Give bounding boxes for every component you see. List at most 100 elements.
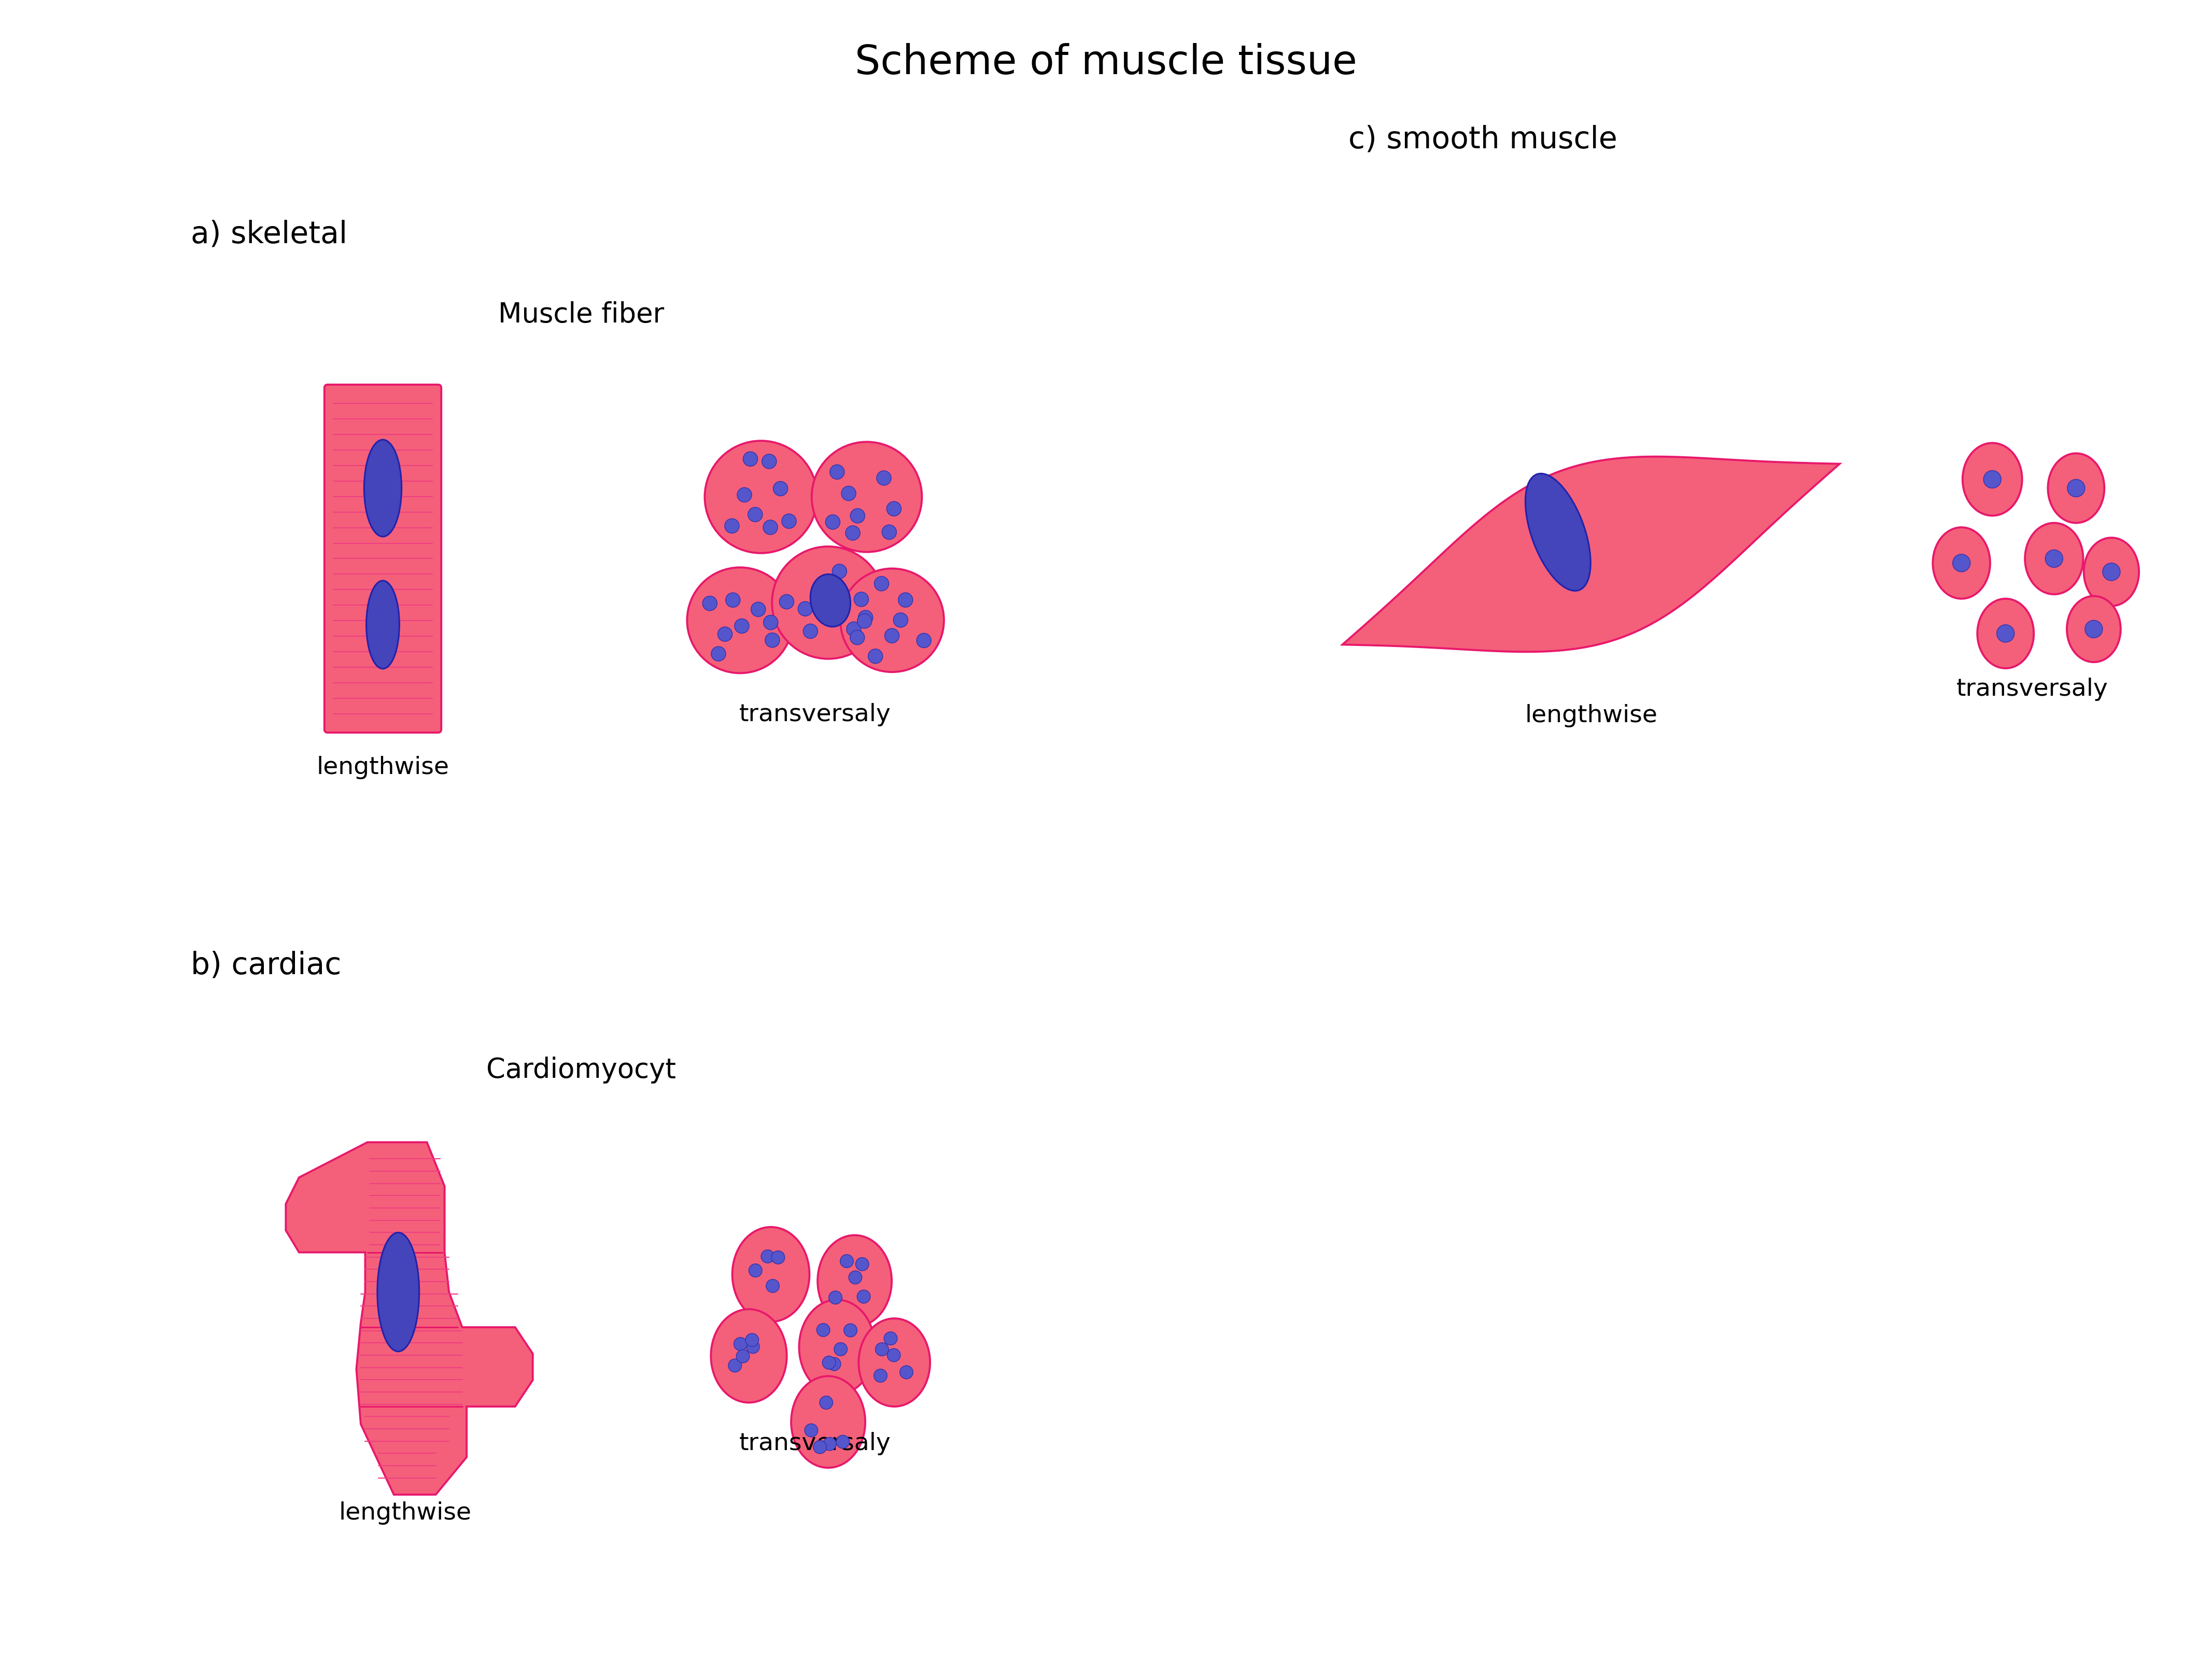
Circle shape: [750, 1264, 763, 1277]
Ellipse shape: [1962, 443, 2022, 516]
Ellipse shape: [732, 1228, 810, 1322]
Circle shape: [821, 1395, 832, 1408]
Circle shape: [761, 455, 776, 468]
Circle shape: [834, 1342, 847, 1355]
Circle shape: [772, 1251, 785, 1264]
Circle shape: [827, 1357, 841, 1370]
Circle shape: [814, 1440, 827, 1453]
Circle shape: [829, 465, 845, 479]
Circle shape: [885, 629, 900, 644]
Ellipse shape: [818, 1236, 891, 1327]
Circle shape: [874, 1369, 887, 1382]
Circle shape: [829, 1291, 843, 1304]
Circle shape: [805, 1423, 818, 1437]
Circle shape: [841, 486, 856, 501]
Ellipse shape: [1526, 473, 1590, 591]
Polygon shape: [1343, 456, 1840, 652]
Ellipse shape: [710, 1309, 787, 1402]
Circle shape: [867, 649, 883, 664]
Text: c) smooth muscle: c) smooth muscle: [1349, 124, 1617, 154]
Circle shape: [843, 1324, 856, 1337]
Circle shape: [745, 1334, 759, 1347]
Circle shape: [856, 1291, 869, 1304]
Polygon shape: [285, 1143, 533, 1495]
Circle shape: [847, 622, 860, 637]
Circle shape: [763, 519, 779, 534]
Circle shape: [883, 524, 896, 539]
Circle shape: [761, 1249, 774, 1262]
Circle shape: [876, 471, 891, 486]
Circle shape: [737, 488, 752, 503]
Circle shape: [849, 630, 865, 645]
Circle shape: [887, 1349, 900, 1362]
Circle shape: [854, 592, 869, 607]
Circle shape: [823, 1355, 836, 1369]
Circle shape: [845, 526, 860, 541]
Ellipse shape: [378, 1233, 420, 1352]
Circle shape: [2104, 562, 2121, 581]
Circle shape: [765, 1279, 779, 1292]
Circle shape: [765, 632, 779, 647]
FancyBboxPatch shape: [325, 385, 440, 733]
Circle shape: [743, 451, 759, 466]
Circle shape: [2086, 620, 2104, 639]
Text: lengthwise: lengthwise: [316, 757, 449, 780]
Circle shape: [856, 1258, 869, 1271]
Text: transversaly: transversaly: [1955, 677, 2108, 700]
Circle shape: [858, 614, 872, 629]
Circle shape: [706, 441, 816, 552]
Text: lengthwise: lengthwise: [1524, 703, 1657, 727]
Circle shape: [885, 1332, 898, 1345]
Ellipse shape: [2048, 453, 2104, 523]
Circle shape: [841, 569, 945, 672]
Text: lengthwise: lengthwise: [338, 1501, 471, 1525]
Circle shape: [717, 627, 732, 642]
Circle shape: [1997, 625, 2015, 642]
Circle shape: [803, 624, 818, 639]
Circle shape: [2046, 549, 2064, 567]
Circle shape: [836, 1435, 849, 1448]
Circle shape: [763, 615, 779, 630]
Ellipse shape: [2084, 538, 2139, 606]
Circle shape: [799, 602, 812, 615]
Circle shape: [774, 481, 787, 496]
Circle shape: [816, 1324, 829, 1337]
Ellipse shape: [2066, 596, 2121, 662]
Text: b) cardiac: b) cardiac: [190, 951, 341, 980]
Circle shape: [841, 1254, 854, 1267]
Ellipse shape: [1933, 528, 1991, 599]
Circle shape: [1984, 471, 2002, 488]
Circle shape: [712, 647, 726, 660]
Circle shape: [898, 592, 914, 607]
Circle shape: [849, 1271, 863, 1284]
Ellipse shape: [792, 1375, 865, 1468]
Ellipse shape: [810, 574, 849, 627]
Circle shape: [900, 1365, 914, 1379]
Circle shape: [874, 576, 889, 591]
Ellipse shape: [799, 1299, 876, 1395]
Circle shape: [812, 441, 922, 552]
Text: transversaly: transversaly: [739, 703, 891, 727]
Circle shape: [688, 567, 792, 674]
Circle shape: [825, 514, 841, 529]
Circle shape: [858, 611, 874, 625]
Text: transversaly: transversaly: [739, 1432, 891, 1455]
Circle shape: [916, 634, 931, 647]
Circle shape: [781, 514, 796, 529]
Circle shape: [894, 612, 907, 627]
Text: a) skeletal: a) skeletal: [190, 219, 347, 249]
Circle shape: [750, 602, 765, 617]
Ellipse shape: [858, 1319, 929, 1407]
Circle shape: [772, 546, 885, 659]
Circle shape: [734, 619, 750, 634]
Circle shape: [726, 519, 739, 533]
Text: Cardiomyocyt: Cardiomyocyt: [487, 1057, 677, 1083]
Circle shape: [703, 596, 717, 611]
Ellipse shape: [367, 581, 400, 669]
Circle shape: [876, 1342, 889, 1355]
Circle shape: [832, 564, 847, 579]
Circle shape: [823, 1437, 836, 1450]
Circle shape: [737, 1350, 750, 1364]
Circle shape: [734, 1337, 748, 1350]
Text: Muscle fiber: Muscle fiber: [498, 300, 664, 328]
